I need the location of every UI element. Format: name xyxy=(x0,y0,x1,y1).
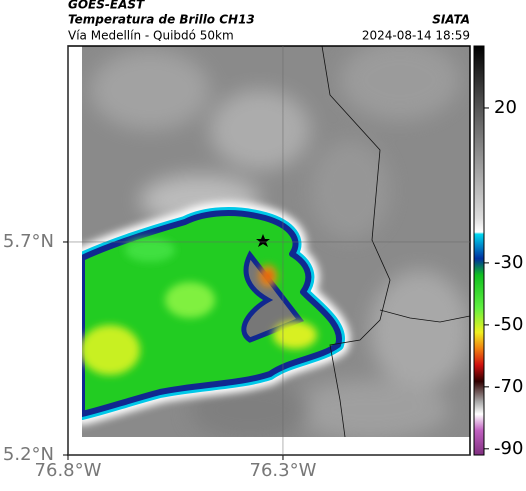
y-tick-label: 5.2°N xyxy=(3,444,54,465)
source: GOES-EAST xyxy=(68,0,145,12)
colorbar-tick-label: -90 xyxy=(494,438,523,459)
x-tick-label: 76.8°W xyxy=(35,460,102,481)
y-tick-label: 5.7°N xyxy=(3,231,54,252)
agency: SIATA xyxy=(432,13,470,27)
title: Temperatura de Brillo CH13 xyxy=(68,13,255,27)
colorbar-tick-label: -70 xyxy=(494,376,523,397)
colorbar-tick-label: -30 xyxy=(494,252,523,273)
x-tick-label: 76.3°W xyxy=(250,460,317,481)
colorbar xyxy=(473,45,485,456)
subtitle: Vía Medellín - Quibdó 50km xyxy=(68,29,234,43)
colorbar-tick-label: -50 xyxy=(494,314,523,335)
colorbar-tick-label: 20 xyxy=(494,97,517,118)
imagery xyxy=(82,46,470,437)
datetime: 2024-08-14 18:59 xyxy=(362,29,470,43)
